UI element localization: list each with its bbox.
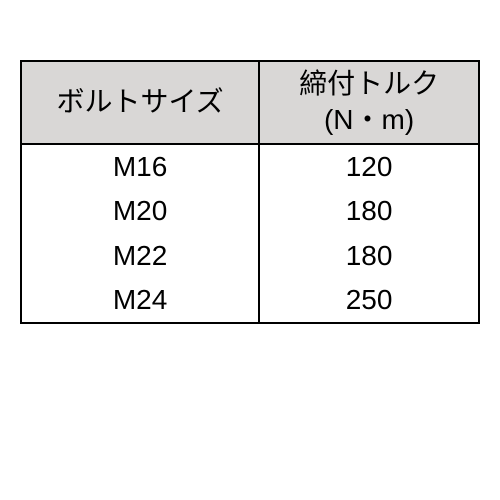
col-header-label: ボルトサイズ: [56, 86, 223, 117]
cell-bolt-size: M20: [21, 189, 259, 233]
cell-bolt-size: M24: [21, 278, 259, 323]
table-row: M24 250: [21, 278, 479, 323]
cell-torque: 180: [259, 234, 479, 278]
table-row: M22 180: [21, 234, 479, 278]
cell-bolt-size: M22: [21, 234, 259, 278]
table-header-row: ボルトサイズ 締付トルク(N・m): [21, 61, 479, 144]
cell-torque: 180: [259, 189, 479, 233]
col-header-torque: 締付トルク(N・m): [259, 61, 479, 144]
torque-table: ボルトサイズ 締付トルク(N・m) M16 120 M20 180 M22 18…: [20, 60, 480, 324]
cell-bolt-size: M16: [21, 144, 259, 189]
table-row: M20 180: [21, 189, 479, 233]
table-row: M16 120: [21, 144, 479, 189]
torque-table-container: ボルトサイズ 締付トルク(N・m) M16 120 M20 180 M22 18…: [20, 60, 480, 324]
cell-torque: 120: [259, 144, 479, 189]
col-header-label: 締付トルク(N・m): [299, 68, 439, 135]
cell-torque: 250: [259, 278, 479, 323]
col-header-bolt-size: ボルトサイズ: [21, 61, 259, 144]
